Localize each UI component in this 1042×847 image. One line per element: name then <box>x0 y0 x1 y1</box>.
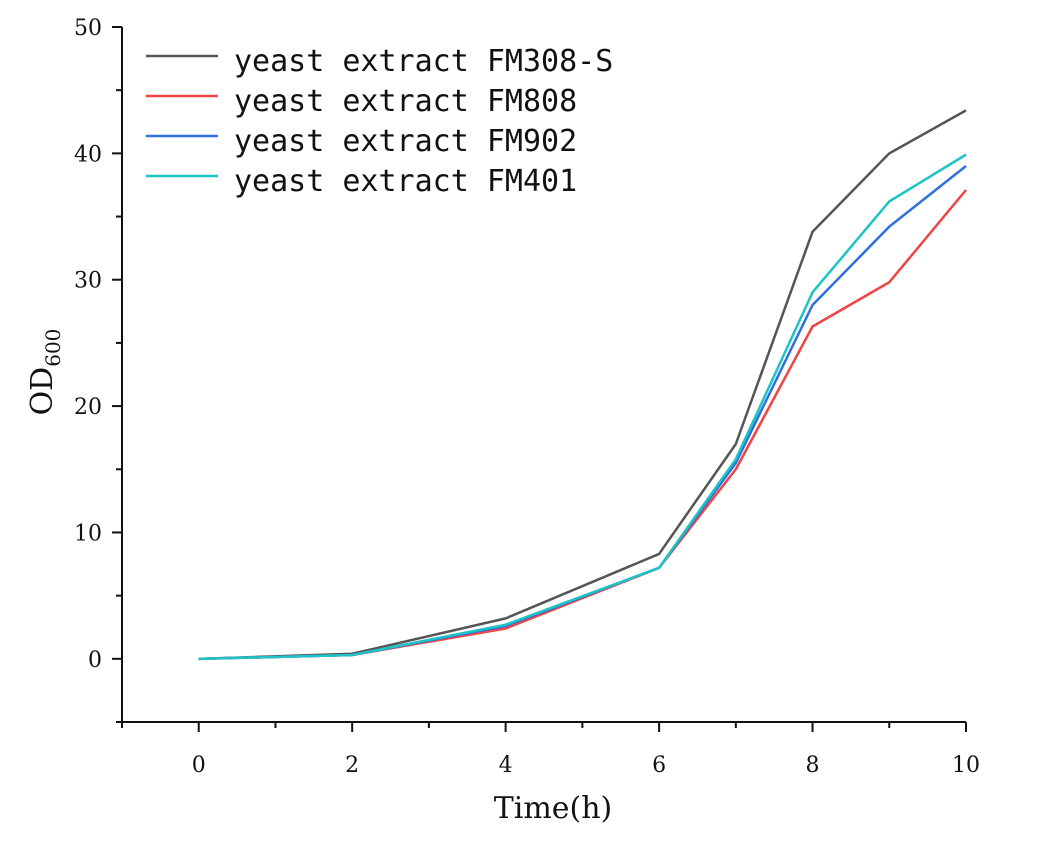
series-line-2 <box>198 189 967 661</box>
y-axis-label: OD600 <box>25 329 65 416</box>
legend: yeast extract FM308-S yeast extract FM808… <box>146 44 613 199</box>
x-tick-label: 4 <box>499 753 513 778</box>
x-tick-label: 10 <box>952 753 980 778</box>
y-tick-label: 50 <box>74 16 102 41</box>
legend-label-1: yeast extract FM308-S <box>234 44 613 79</box>
y-tick-label: 10 <box>74 521 102 546</box>
series-line-1 <box>198 109 967 661</box>
y-tick-label: 20 <box>74 395 102 420</box>
x-axis-label: Time(h) <box>494 791 613 826</box>
legend-label-4: yeast extract FM401 <box>234 164 577 199</box>
x-tick-label: 2 <box>345 753 359 778</box>
x-tick-label: 0 <box>192 753 206 778</box>
x-tick-label: 8 <box>806 753 820 778</box>
legend-label-3: yeast extract FM902 <box>234 124 577 159</box>
y-tick-label: 40 <box>74 142 102 167</box>
y-tick-label: 0 <box>88 648 102 673</box>
y-axis-label-main: OD <box>25 367 60 416</box>
y-axis-label-subscript: 600 <box>41 329 65 367</box>
series-line-4 <box>198 153 967 661</box>
axes: 0 2 4 6 8 10 0 10 20 30 40 50 <box>74 16 980 778</box>
series-lines <box>198 109 967 661</box>
x-tick-label: 6 <box>652 753 666 778</box>
legend-label-2: yeast extract FM808 <box>234 84 577 119</box>
y-tick-label: 30 <box>74 269 102 294</box>
